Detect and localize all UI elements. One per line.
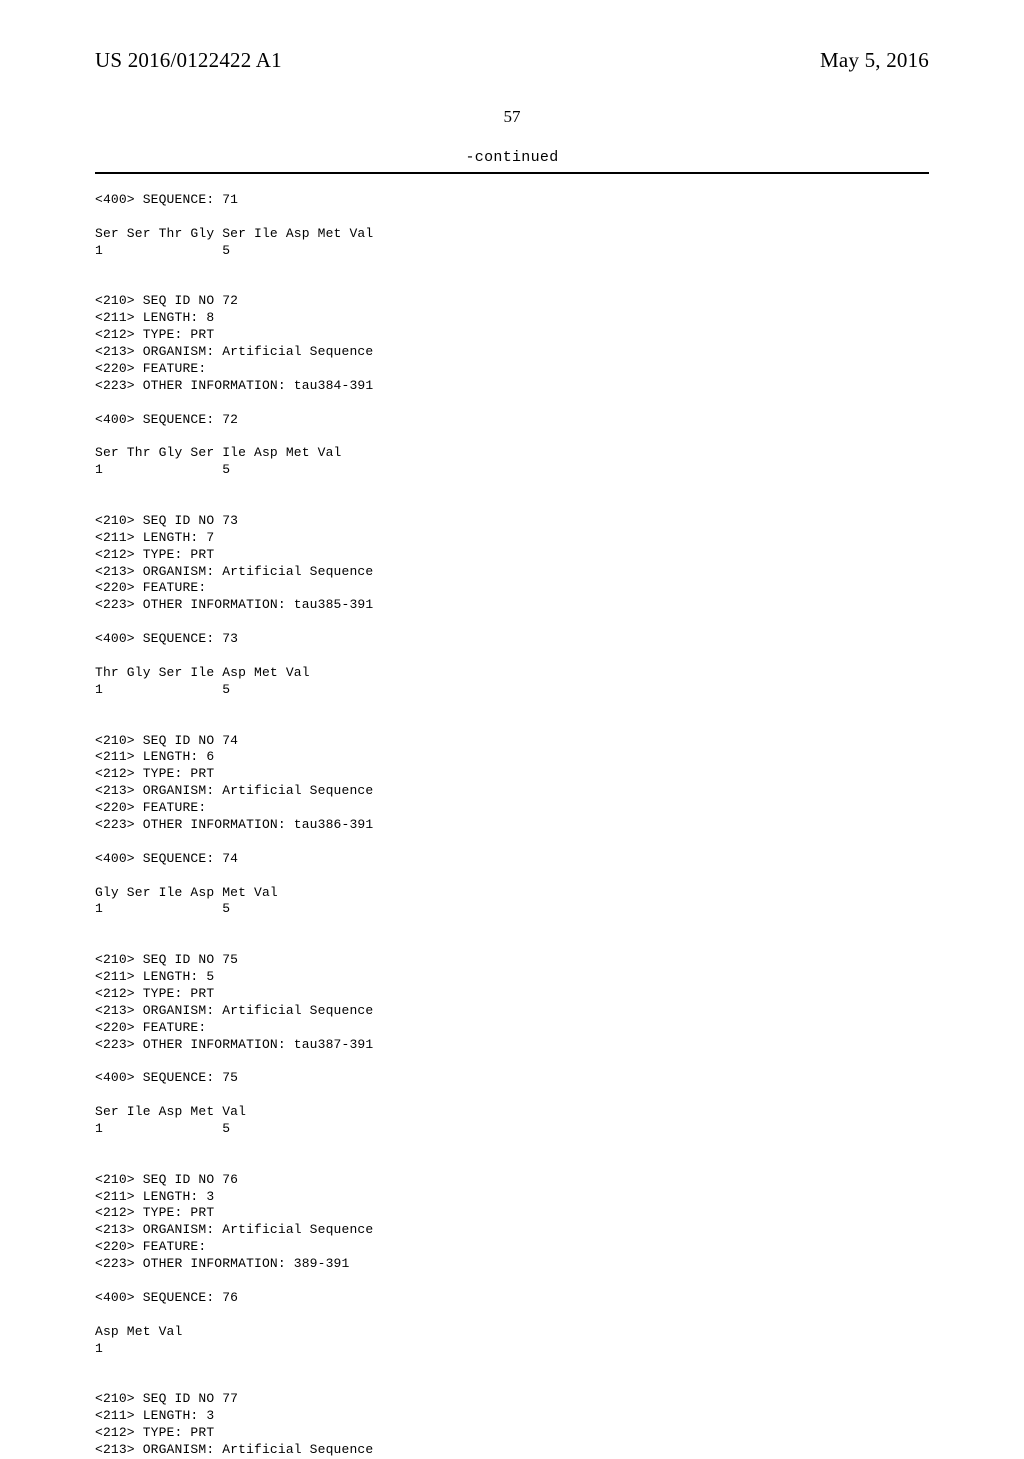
divider-rule xyxy=(95,172,929,174)
publication-number: US 2016/0122422 A1 xyxy=(95,48,282,73)
page-header: US 2016/0122422 A1 May 5, 2016 xyxy=(95,48,929,73)
sequence-listing: <400> SEQUENCE: 71 Ser Ser Thr Gly Ser I… xyxy=(95,192,929,1459)
page-number: 57 xyxy=(95,107,929,127)
publication-date: May 5, 2016 xyxy=(820,48,929,73)
continued-label: -continued xyxy=(95,149,929,166)
page: US 2016/0122422 A1 May 5, 2016 57 -conti… xyxy=(0,0,1024,1320)
